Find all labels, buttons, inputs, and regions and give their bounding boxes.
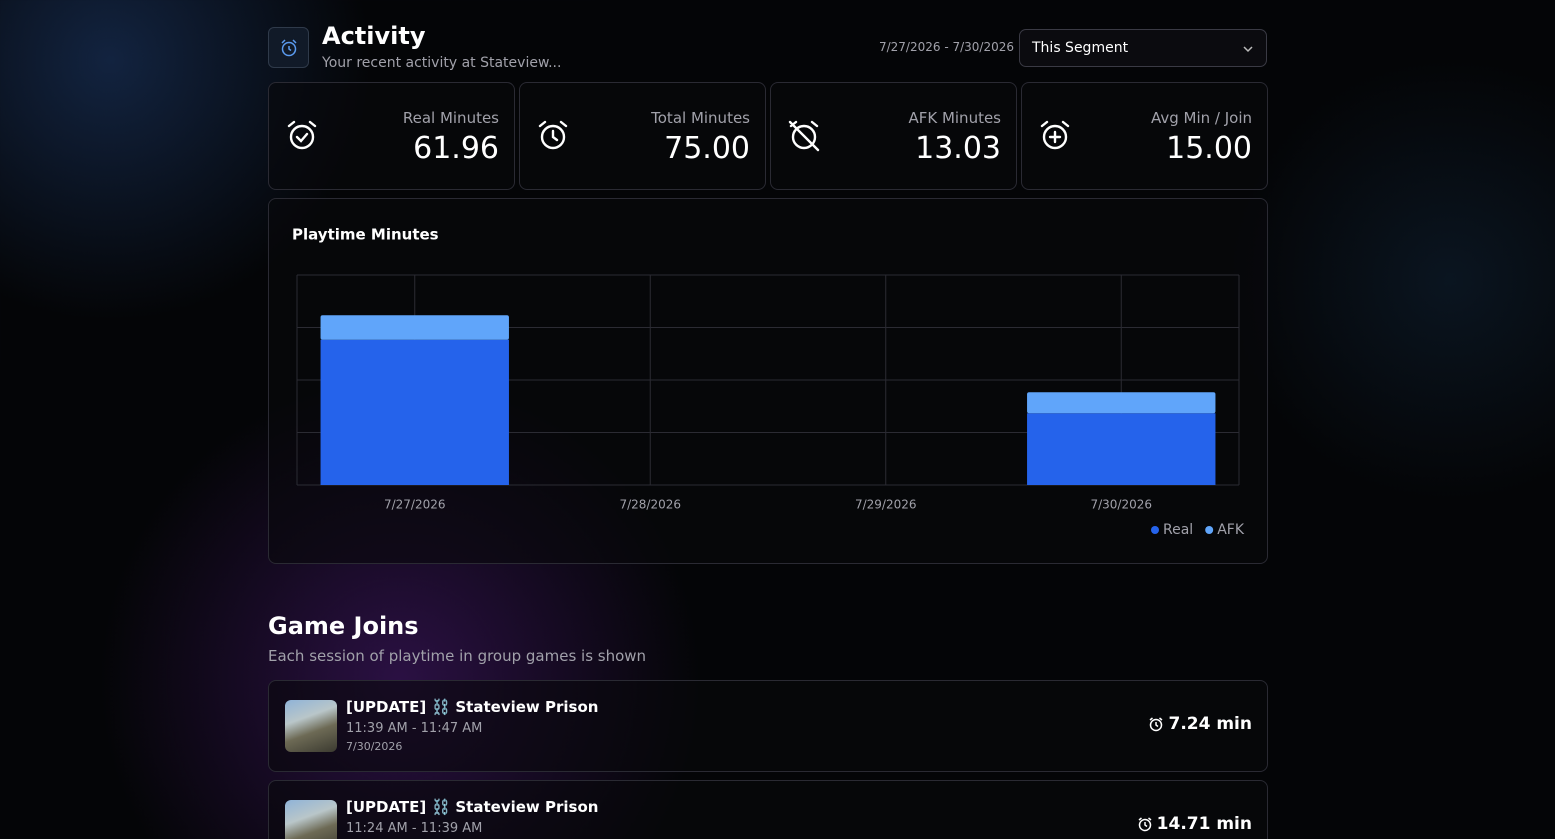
session-duration: 7.24 min	[1148, 714, 1252, 734]
stat-label: Real Minutes	[402, 109, 499, 127]
session-time: 11:24 AM - 11:39 AM	[346, 821, 483, 836]
stat-icon	[287, 120, 317, 150]
chart-title: Playtime Minutes	[292, 226, 439, 244]
stat-value: 61.96	[413, 131, 499, 166]
page-title: Activity	[322, 22, 426, 50]
x-tick-label: 7/27/2026	[384, 498, 446, 512]
session-card[interactable]: [UPDATE] ⛓️ Stateview Prison 11:24 AM - …	[268, 780, 1268, 839]
stat-value: 75.00	[664, 131, 750, 166]
stat-icon	[1040, 120, 1070, 150]
game-thumbnail	[285, 700, 337, 752]
clock-icon	[281, 39, 297, 57]
stat-label: Total Minutes	[651, 109, 750, 127]
duration-text: 14.71 min	[1156, 814, 1252, 834]
game-thumbnail	[285, 800, 337, 839]
header-icon	[268, 27, 309, 68]
chevron	[1243, 46, 1253, 53]
clock-icon	[1150, 717, 1163, 732]
section-title: Game Joins	[268, 612, 419, 640]
stat-card: AFK Minutes 13.03	[770, 82, 1017, 190]
section-subtitle: Each session of playtime in group games …	[268, 647, 647, 665]
duration-text: 7.24 min	[1168, 714, 1252, 734]
legend-swatch	[1205, 526, 1214, 534]
page-subtitle: Your recent activity at Stateview...	[322, 55, 562, 71]
game-name: [UPDATE] ⛓️ Stateview Prison	[346, 698, 599, 716]
clock-icon	[1138, 817, 1152, 832]
x-tick-label: 7/28/2026	[619, 498, 681, 512]
session-time: 11:39 AM - 11:47 AM	[346, 721, 483, 736]
game-name: [UPDATE] ⛓️ Stateview Prison	[346, 798, 599, 816]
date-range: 7/27/2026 - 7/30/2026	[878, 40, 1014, 54]
legend-label: Real	[1163, 522, 1193, 538]
session-duration: 14.71 min	[1137, 814, 1252, 834]
x-tick-label: 7/30/2026	[1090, 498, 1152, 512]
chart: Playtime Minutes 7/27/2026 7/28/2026 7/29/…	[292, 226, 1245, 539]
segment-value: This Segment	[1032, 40, 1129, 56]
stat-label: AFK Minutes	[908, 109, 1001, 127]
bar-segment	[320, 339, 509, 485]
legend-label: AFK	[1217, 522, 1245, 538]
bar-segment	[1027, 392, 1216, 414]
session-date: 7/30/2026	[346, 740, 403, 753]
x-tick-label: 7/29/2026	[855, 498, 917, 512]
stat-value: 13.03	[915, 131, 1001, 166]
stat-icon	[788, 120, 820, 152]
stat-label: Avg Min / Join	[1150, 109, 1252, 127]
stat-value: 15.00	[1166, 131, 1252, 166]
bar-segment	[320, 315, 509, 340]
chart-card: Playtime Minutes 7/27/2026 7/28/2026 7/29/…	[268, 198, 1268, 564]
session-card[interactable]: [UPDATE] ⛓️ Stateview Prison 11:39 AM - …	[268, 680, 1268, 772]
stat-card: Avg Min / Join 15.00	[1021, 82, 1268, 190]
stat-icon	[538, 120, 568, 150]
stat-card: Total Minutes 75.00	[519, 82, 766, 190]
segment-select[interactable]: This Segment	[1019, 29, 1267, 67]
bar-segment	[1027, 413, 1216, 485]
stat-card: Real Minutes 61.96	[268, 82, 515, 190]
legend-swatch	[1151, 526, 1159, 534]
